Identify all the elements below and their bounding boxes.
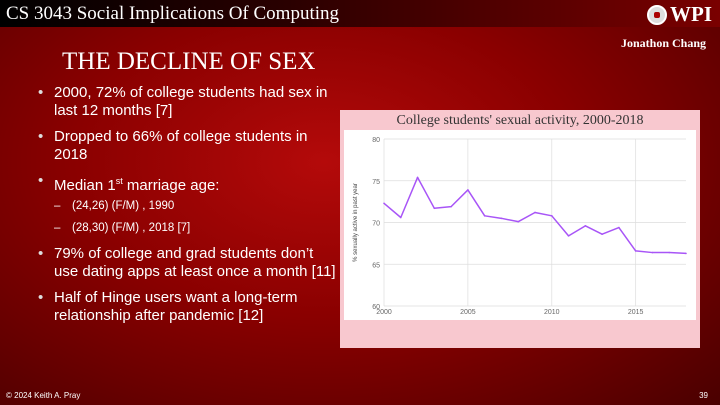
bullet: Median 1st marriage age:: [38, 172, 338, 195]
data-point: [634, 250, 637, 252]
y-axis-label: % sexually active in past year: [353, 183, 359, 262]
logo-text: WPI: [670, 2, 712, 26]
x-tick-label: 2015: [628, 309, 644, 316]
data-point: [534, 211, 536, 214]
series-line: [383, 176, 687, 255]
y-tick-label: 75: [372, 179, 380, 186]
chart-title: College students' sexual activity, 2000-…: [396, 113, 644, 128]
x-tick-label: 2010: [544, 309, 560, 316]
plot-area: [344, 130, 696, 320]
data-point: [668, 251, 671, 254]
chart-svg: 60 65 70 75 80 2000 2005 2010 2015 % sexually act…: [353, 137, 687, 316]
bullet: Half of Hinge users want a long-term rel…: [38, 289, 338, 325]
data-point: [601, 233, 603, 235]
data-point: [467, 189, 469, 191]
bullet-text: Median 1: [54, 177, 116, 194]
x-tick-label: 2005: [460, 309, 476, 316]
sub-bullet: (24,26) (F/M) , 1990: [38, 197, 338, 215]
data-point: [433, 207, 436, 210]
y-tick-label: 65: [372, 262, 380, 269]
x-tick-label: 2000: [376, 309, 392, 316]
y-tick-label: 60: [372, 304, 380, 311]
data-point: [416, 176, 419, 179]
data-point: [584, 225, 587, 227]
y-tick-label: 80: [372, 137, 380, 144]
data-point: [399, 216, 402, 219]
top-bar: CS 3043 Social Implications Of Computing…: [0, 0, 720, 27]
bullet: 2000, 72% of college students had sex in…: [38, 84, 338, 120]
y-tick-label: 70: [372, 221, 380, 228]
data-point: [550, 215, 553, 217]
bullet-list: 2000, 72% of college students had sex in…: [38, 84, 338, 333]
slide-title: THE DECLINE OF SEX: [62, 48, 316, 75]
wpi-logo: WPI: [647, 2, 712, 27]
data-point: [651, 251, 654, 254]
data-point: [567, 235, 570, 237]
data-point: [618, 226, 620, 229]
superscript: st: [115, 176, 123, 186]
chart: College students' sexual activity, 2000-…: [340, 110, 700, 348]
page-number: 39: [699, 391, 708, 400]
bullet: Dropped to 66% of college students in 20…: [38, 128, 338, 164]
sub-bullet: (28,30) (F/M) , 2018 [7]: [38, 219, 338, 237]
data-point: [500, 217, 503, 220]
data-point: [685, 252, 687, 255]
seal-icon: [647, 4, 667, 25]
author: Jonathon Chang: [620, 36, 706, 50]
data-point: [450, 205, 452, 208]
data-point: [383, 202, 385, 205]
bullet-text: marriage age:: [122, 177, 220, 194]
data-point: [517, 220, 520, 223]
copyright: © 2024 Keith A. Pray: [6, 391, 81, 400]
data-point: [483, 215, 486, 217]
course-title: CS 3043 Social Implications Of Computing: [6, 3, 340, 24]
bullet: 79% of college and grad students don’t u…: [38, 245, 338, 281]
